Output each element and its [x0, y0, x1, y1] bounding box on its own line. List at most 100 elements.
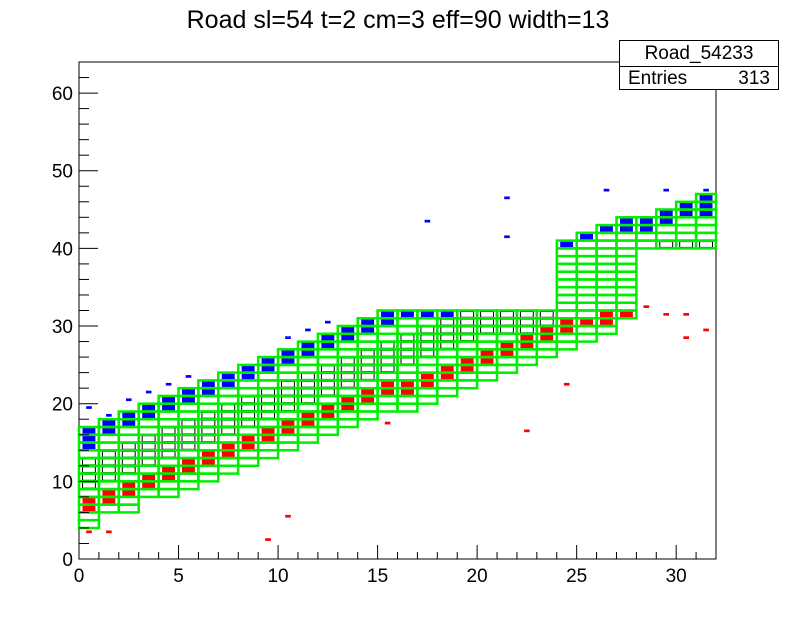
- blue-cell: [301, 342, 315, 349]
- black-cell: [82, 466, 96, 474]
- black-cell: [301, 396, 315, 404]
- black-cell: [460, 334, 475, 342]
- black-cell: [161, 443, 176, 450]
- blue-cell: [600, 226, 613, 232]
- black-cell: [400, 342, 415, 349]
- blue-cell: [261, 358, 275, 364]
- blue-cell: [401, 311, 414, 318]
- black-cell: [161, 450, 176, 458]
- black-cell: [201, 411, 216, 419]
- blue-cell: [122, 412, 136, 419]
- red-cell: [440, 373, 454, 380]
- black-cell: [241, 404, 256, 412]
- black-cell: [320, 388, 335, 396]
- stray-red-cell: [643, 305, 650, 308]
- stray-blue-cell: [305, 328, 311, 332]
- red-cell: [401, 381, 414, 388]
- red-cell: [361, 396, 375, 403]
- blue-cell: [679, 210, 693, 217]
- red-cell: [261, 428, 275, 434]
- x-tick-label: 30: [666, 566, 687, 587]
- red-cell: [201, 451, 215, 458]
- stats-entries-row: Entries 313: [620, 67, 778, 91]
- black-cell: [301, 388, 315, 396]
- blue-cell: [142, 404, 156, 411]
- stats-histogram-name: Road_54233: [620, 41, 778, 67]
- red-cell: [82, 497, 96, 504]
- blue-cell: [221, 381, 235, 388]
- stray-blue-cell: [126, 398, 132, 402]
- blue-cell: [261, 365, 275, 372]
- blue-cell: [420, 311, 434, 318]
- blue-cell: [221, 373, 235, 380]
- black-cell: [539, 318, 554, 326]
- black-cell: [460, 326, 475, 334]
- blue-cell: [82, 435, 96, 442]
- blue-cell: [162, 396, 175, 403]
- axes: 0 5 10 15 20 25 30 0 10 20 30 40 50 60: [52, 61, 717, 587]
- red-cell: [600, 311, 613, 318]
- black-cell: [181, 443, 196, 450]
- blue-cell: [341, 334, 355, 341]
- black-cell: [201, 435, 216, 443]
- red-cell: [261, 435, 275, 442]
- red-cell: [221, 443, 235, 450]
- black-cell: [500, 311, 514, 318]
- black-cell: [241, 411, 256, 419]
- blue-cell: [620, 226, 633, 232]
- red-cell: [440, 365, 454, 372]
- black-cell: [121, 466, 136, 474]
- stray-red-cell: [384, 421, 391, 425]
- stray-blue-cell: [424, 219, 431, 223]
- black-cell: [440, 334, 455, 342]
- blue-cell: [381, 319, 394, 325]
- stray-blue-cell: [504, 235, 510, 239]
- black-cell: [241, 419, 256, 427]
- red-cell: [162, 466, 175, 473]
- red-cell: [520, 334, 534, 341]
- black-cell: [380, 365, 395, 373]
- blue-cell: [122, 420, 136, 426]
- stray-red-cell: [683, 313, 689, 316]
- black-cell: [301, 380, 315, 388]
- y-tick-label: 40: [52, 239, 73, 260]
- black-cell: [340, 365, 355, 373]
- black-cell: [161, 435, 176, 443]
- black-cell: [101, 474, 116, 481]
- black-cell: [101, 466, 116, 474]
- stray-red-cell: [106, 530, 112, 534]
- red-cell: [321, 404, 335, 411]
- black-cell: [320, 380, 335, 388]
- blue-cell: [321, 342, 335, 349]
- blue-cell: [620, 218, 633, 225]
- x-tick-label: 0: [74, 566, 85, 587]
- blue-cell: [659, 218, 673, 225]
- stray-blue-cell: [165, 382, 172, 386]
- black-cell: [360, 365, 375, 373]
- black-cell: [281, 396, 295, 404]
- black-cell: [221, 404, 236, 412]
- stray-red-cell: [663, 313, 669, 316]
- red-cell: [241, 443, 255, 450]
- y-tick-label: 10: [52, 472, 73, 493]
- red-cell: [420, 381, 434, 388]
- black-cell: [360, 357, 375, 365]
- black-cell: [201, 427, 216, 435]
- black-cell: [360, 349, 375, 357]
- black-cell: [320, 365, 335, 373]
- red-cell: [361, 389, 375, 395]
- blue-cell: [82, 443, 96, 450]
- blue-cell: [639, 218, 653, 225]
- stats-entries-value: 313: [738, 68, 770, 89]
- stray-red-cell: [265, 538, 271, 541]
- black-cell: [181, 427, 196, 435]
- red-cell: [580, 319, 593, 325]
- black-cell: [101, 458, 116, 466]
- black-cell: [261, 411, 276, 419]
- red-cell: [82, 505, 96, 512]
- red-cell: [301, 420, 315, 426]
- red-cell: [221, 451, 235, 458]
- black-cell: [221, 411, 236, 419]
- blue-cell: [182, 396, 195, 403]
- stray-red-cell: [563, 382, 570, 386]
